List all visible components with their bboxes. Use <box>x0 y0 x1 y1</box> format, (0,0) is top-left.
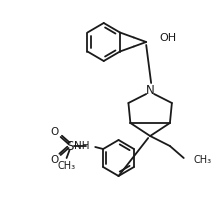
Text: NH: NH <box>74 141 89 151</box>
Text: O: O <box>51 155 59 165</box>
Text: N: N <box>146 83 154 97</box>
Text: CH₃: CH₃ <box>57 161 76 171</box>
Text: S: S <box>66 140 73 153</box>
Text: OH: OH <box>159 33 176 43</box>
Text: CH₃: CH₃ <box>194 155 212 165</box>
Text: O: O <box>51 127 59 137</box>
